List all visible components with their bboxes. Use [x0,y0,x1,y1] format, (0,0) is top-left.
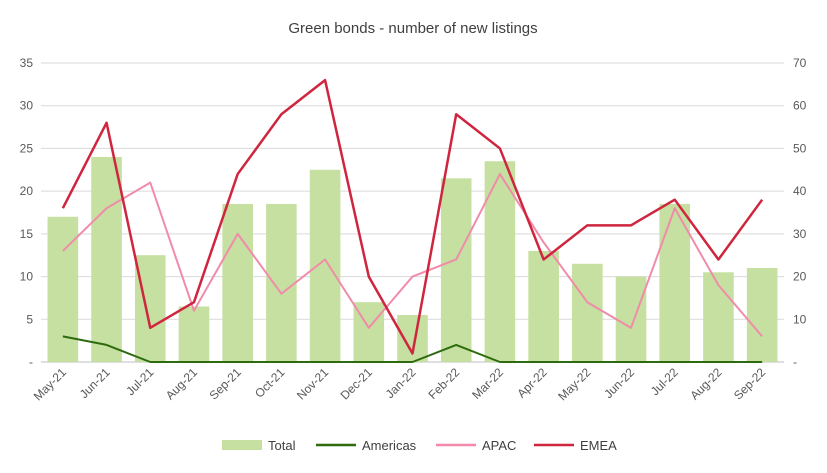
bar-total [572,263,603,362]
bar-total [659,203,691,362]
bar-total [528,250,559,362]
x-tick-label: Sep-22 [731,365,768,402]
legend-label: APAC [482,438,516,453]
bar-total [178,306,210,362]
bar-total [397,315,428,362]
legend-item-emea: EMEA [534,438,617,453]
line-americas [62,335,763,363]
legend-label: Total [268,438,296,453]
y-left-tick-label: 10 [20,270,34,284]
line-apac [62,173,763,338]
x-tick-label: Jul-21 [123,365,156,398]
y-right-tick-label: - [793,355,797,369]
bar-total [746,268,778,362]
chart-title: Green bonds - number of new listings [288,20,537,37]
x-tick-label: Sep-21 [207,365,244,402]
legend-label: EMEA [580,438,617,453]
bar-total [440,178,472,362]
line-series-group [61,78,764,363]
y-left-tick-label: 15 [20,227,34,241]
y-right-tick-label: 50 [793,141,807,155]
x-tick-label: Jun-21 [77,365,113,401]
x-tick-label: Nov-21 [294,365,331,402]
legend: Total Americas APAC EMEA [222,438,617,453]
y-left-tick-label: 20 [20,184,34,198]
bar-total [615,276,647,362]
y-left-tick-label: 5 [26,312,33,326]
y-axis-left: - 5 10 15 20 25 30 35 [20,56,34,369]
x-tick-label: May-21 [31,365,69,403]
legend-label: Americas [362,438,417,453]
x-tick-label: Aug-22 [687,365,724,402]
legend-item-total: Total [222,438,296,453]
x-tick-label: Apr-22 [514,365,550,401]
x-tick-label: Oct-21 [252,365,288,401]
bar-total [266,203,297,362]
x-tick-label: Jun-22 [601,365,637,401]
y-left-tick-label: - [29,355,33,369]
y-right-tick-label: 60 [793,99,807,113]
legend-item-americas: Americas [316,438,417,453]
x-tick-label: Aug-21 [163,365,200,402]
y-left-tick-label: 30 [20,99,34,113]
bar-series-total [47,156,778,362]
x-tick-label: Dec-21 [338,365,375,402]
y-right-tick-label: 20 [793,270,807,284]
x-tick-label: Mar-22 [469,365,506,402]
y-axis-right: - 10 20 30 40 50 60 70 [793,56,807,369]
y-right-tick-label: 40 [793,184,807,198]
line-emea [61,78,764,355]
legend-swatch [222,440,262,450]
x-tick-label: May-22 [555,365,593,403]
x-tick-label: Feb-22 [426,365,463,402]
bar-total [134,255,166,362]
bar-total [47,216,79,362]
bar-total [91,156,122,362]
y-right-tick-label: 70 [793,56,807,70]
y-right-tick-label: 10 [793,312,807,326]
legend-item-apac: APAC [436,438,516,453]
x-axis: May-21 Jun-21 Jul-21 Aug-21 Sep-21 Oct-21 Nov-… [31,365,769,403]
y-right-tick-label: 30 [793,227,807,241]
bar-total [222,203,253,362]
y-left-tick-label: 25 [20,141,34,155]
y-left-tick-label: 35 [20,56,34,70]
x-tick-label: Jan-22 [383,365,419,401]
bar-total [309,169,341,362]
x-tick-label: Jul-22 [648,365,681,398]
bar-total [703,272,734,362]
